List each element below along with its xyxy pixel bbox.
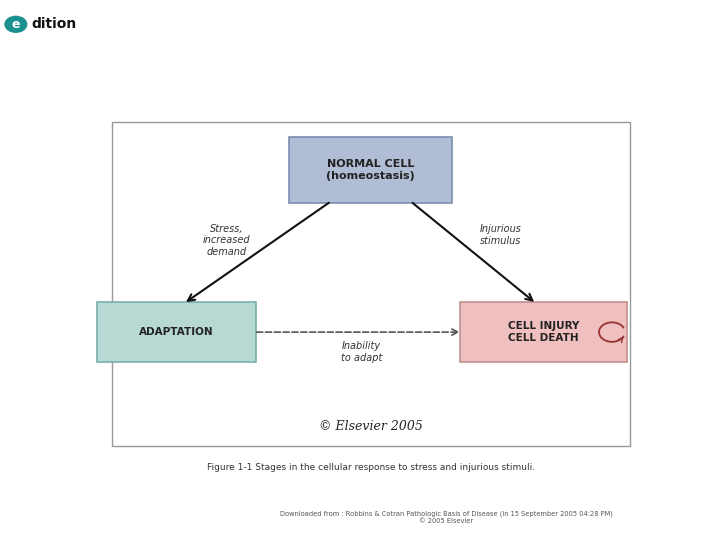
- FancyBboxPatch shape: [289, 137, 452, 202]
- FancyBboxPatch shape: [461, 302, 626, 362]
- Text: CELL INJURY
CELL DEATH: CELL INJURY CELL DEATH: [508, 321, 580, 343]
- FancyBboxPatch shape: [112, 122, 630, 446]
- Circle shape: [4, 16, 27, 33]
- Text: dition: dition: [31, 17, 76, 31]
- Text: NORMAL CELL
(homeostasis): NORMAL CELL (homeostasis): [326, 159, 415, 181]
- Text: e: e: [12, 18, 20, 31]
- Text: Inability
to adapt: Inability to adapt: [341, 341, 382, 363]
- Text: ADAPTATION: ADAPTATION: [139, 327, 214, 337]
- Text: Downloaded from : Robbins & Cotran Pathologic Basis of Disease (in 15 September : Downloaded from : Robbins & Cotran Patho…: [280, 511, 613, 524]
- Text: © Elsevier 2005: © Elsevier 2005: [319, 420, 423, 433]
- Text: Stress,
increased
demand: Stress, increased demand: [203, 224, 251, 257]
- Text: Figure 1-1 Stages in the cellular response to stress and injurious stimuli.: Figure 1-1 Stages in the cellular respon…: [207, 463, 535, 471]
- Text: Injurious
stimulus: Injurious stimulus: [480, 224, 521, 246]
- FancyBboxPatch shape: [96, 302, 256, 362]
